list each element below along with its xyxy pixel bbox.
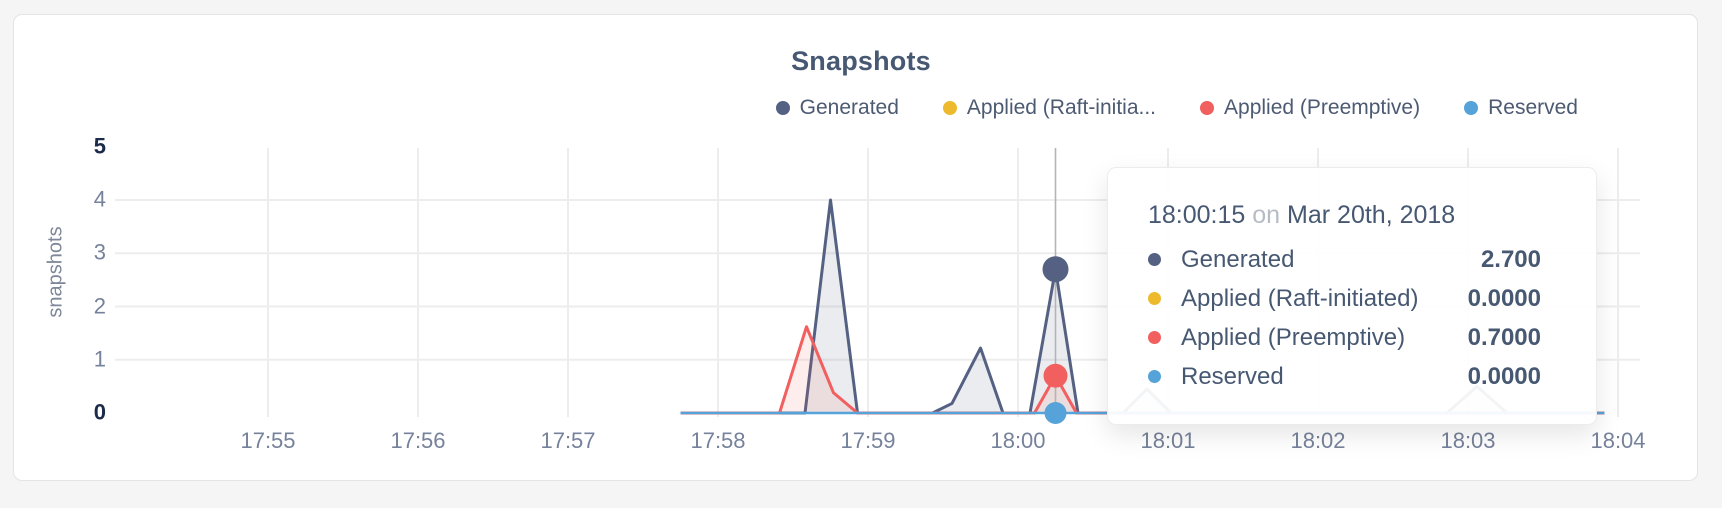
x-tick-label: 17:57: [540, 428, 596, 453]
x-tick-label: 17:58: [690, 428, 746, 453]
tooltip-series-label: Applied (Raft-initiated): [1181, 284, 1419, 312]
x-tick-label: 17:59: [840, 428, 896, 453]
tooltip-series-dot-icon: [1148, 370, 1161, 383]
y-tick-label: 1: [93, 346, 106, 372]
y-axis-title: snapshots: [44, 226, 67, 318]
y-tick-label: 3: [93, 239, 106, 265]
legend-dot-icon: [775, 101, 790, 115]
tooltip-series-dot-icon: [1148, 331, 1161, 344]
tooltip-series-dot-icon: [1148, 292, 1161, 305]
tooltip-date: Mar 20th, 2018: [1287, 201, 1456, 229]
y-tick-label: 2: [93, 292, 106, 318]
hover-tooltip: 18:00:15 on Mar 20th, 2018 Generated 2.70…: [1107, 167, 1597, 425]
legend-item-3[interactable]: Reserved: [1464, 96, 1578, 120]
x-tick-label: 17:56: [390, 428, 446, 453]
tooltip-series-value: 2.700: [1480, 245, 1541, 273]
x-tick-label: 18:03: [1440, 428, 1496, 453]
tooltip-row-3: Reserved 0.0000: [1148, 357, 1541, 396]
legend-label: Generated: [799, 96, 899, 119]
legend-label: Reserved: [1488, 96, 1578, 119]
y-tick-label: 4: [93, 186, 106, 212]
legend-dot-icon: [1200, 101, 1215, 115]
tooltip-series-dot-icon: [1148, 253, 1161, 266]
x-tick-label: 17:55: [240, 428, 296, 453]
y-tick-label: 5: [93, 133, 106, 159]
tooltip-row-2: Applied (Preemptive) 0.7000: [1148, 318, 1541, 357]
legend-item-2[interactable]: Applied (Preemptive): [1200, 96, 1420, 120]
hover-marker-3: [1044, 402, 1067, 424]
tooltip-rows: Generated 2.700 Applied (Raft-initiated) 0.…: [1148, 240, 1541, 396]
x-tick-label: 18:04: [1590, 428, 1646, 453]
legend-dot-icon: [942, 101, 957, 115]
tooltip-connector: on: [1252, 201, 1281, 229]
legend-item-1[interactable]: Applied (Raft-initia...: [942, 96, 1157, 120]
chart-title: Snapshots: [791, 46, 931, 76]
tooltip-title: 18:00:15 on Mar 20th, 2018: [1148, 200, 1541, 230]
y-tick-label: 0: [93, 399, 106, 425]
tooltip-row-1: Applied (Raft-initiated) 0.0000: [1148, 279, 1541, 318]
tooltip-series-value: 0.7000: [1467, 323, 1541, 351]
tooltip-row-0: Generated 2.700: [1148, 240, 1541, 279]
tooltip-time: 18:00:15: [1148, 201, 1246, 229]
legend-item-0[interactable]: Generated: [775, 96, 899, 120]
legend-dot-icon: [1464, 101, 1479, 115]
tooltip-series-label: Reserved: [1181, 362, 1284, 390]
x-tick-label: 18:01: [1140, 428, 1196, 453]
tooltip-series-label: Generated: [1181, 245, 1295, 273]
tooltip-series-value: 0.0000: [1467, 362, 1541, 390]
legend-label: Applied (Preemptive): [1224, 96, 1421, 119]
legend-label: Applied (Raft-initia...: [966, 96, 1157, 119]
tooltip-series-value: 0.0000: [1467, 284, 1541, 312]
x-tick-label: 18:02: [1290, 428, 1346, 453]
x-tick-label: 18:00: [990, 428, 1046, 453]
hover-marker-2: [1043, 363, 1068, 388]
hover-marker-0: [1042, 256, 1069, 283]
chart-legend: Generated Applied (Raft-initia... Applied …: [775, 96, 1578, 120]
tooltip-series-label: Applied (Preemptive): [1181, 323, 1406, 351]
